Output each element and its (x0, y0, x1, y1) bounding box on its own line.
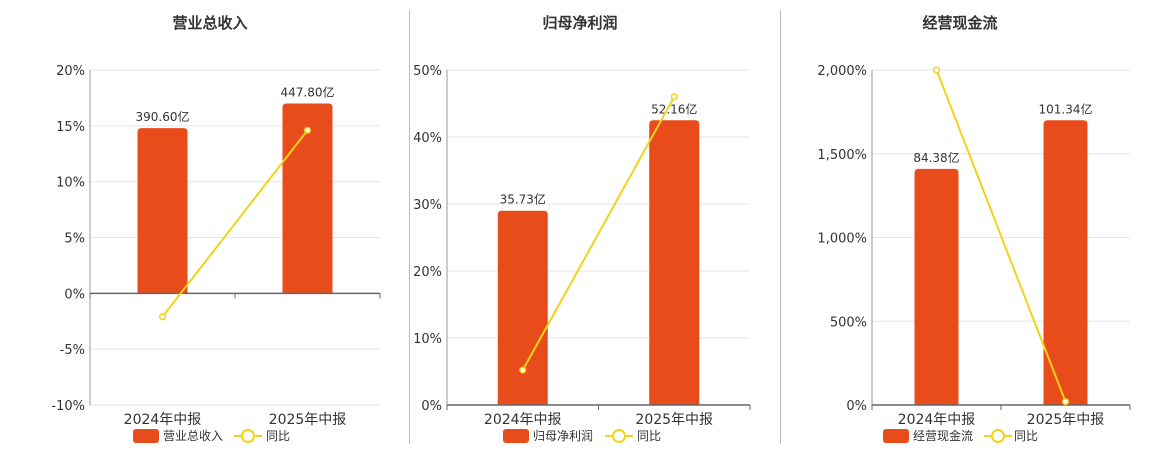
panel-divider (780, 10, 781, 444)
y-tick-label: 500% (830, 315, 867, 330)
bar-data-label: 52.16亿 (651, 101, 697, 116)
y-tick-label: 15% (56, 120, 85, 135)
line-series (521, 96, 676, 371)
bar-data-label: 84.38亿 (913, 150, 959, 165)
chart-panel-net-profit: 归母净利润 50% 40% 30% 20% 10% 0% 35.73亿 52.16亿 2024年中… (400, 0, 780, 450)
legend-line-marker (991, 429, 1005, 443)
bar (649, 120, 700, 405)
bar-data-label: 447.80亿 (281, 85, 335, 100)
legend-line-marker (612, 429, 626, 443)
x-tick-label: 2024年中报 (124, 412, 202, 428)
y-tick-label: 30% (413, 198, 442, 213)
legend-line-marker (241, 429, 255, 443)
line-point (519, 366, 527, 374)
line-series (161, 129, 309, 318)
legend-bar-label: 归母净利润 (533, 429, 593, 443)
line-point (303, 126, 312, 134)
chart-revenue: 营业总收入 20% 15% 10% 5% 0% -5% -10% 390.60亿 447.80亿 2… (51, 14, 381, 443)
y-tick-label: 10% (413, 332, 442, 347)
legend-bar-swatch (503, 429, 529, 443)
y-tick-label: -5% (60, 343, 85, 358)
legend-bar-swatch (133, 429, 159, 443)
y-tick-label: 0% (421, 399, 442, 414)
chart-title: 营业总收入 (172, 14, 247, 32)
line-point (932, 66, 941, 74)
y-tick-label: 0% (846, 399, 867, 414)
y-tick-label: 2,000% (817, 64, 867, 79)
chart-panel-revenue: 营业总收入 20% 15% 10% 5% 0% -5% -10% 390.60亿 447.80亿 2… (0, 0, 400, 450)
x-tick-label: 2025年中报 (1027, 412, 1105, 428)
bar-data-label: 35.73亿 (500, 192, 546, 207)
y-tick-label: 10% (56, 176, 85, 191)
y-tick-label: -10% (51, 399, 85, 414)
bar (497, 210, 548, 405)
legend-bar-label: 营业总收入 (163, 429, 223, 443)
bar (282, 103, 333, 294)
legend-line-label: 同比 (637, 429, 661, 443)
y-tick-label: 5% (64, 232, 85, 247)
bar (1043, 120, 1088, 405)
bar-data-label: 390.60亿 (136, 109, 190, 124)
y-tick-label: 50% (413, 64, 442, 79)
y-tick-label: 0% (64, 287, 85, 302)
chart-net-profit: 归母净利润 50% 40% 30% 20% 10% 0% 35.73亿 52.16亿 2024年中… (413, 14, 751, 443)
line-point (670, 93, 678, 101)
line-series (935, 69, 1067, 403)
x-tick-label: 2024年中报 (898, 412, 976, 428)
bar (137, 128, 188, 294)
chart-title: 归母净利润 (542, 14, 617, 32)
legend-line-label: 同比 (266, 429, 290, 443)
panel-divider (409, 10, 410, 444)
line-point (158, 313, 167, 321)
bar (914, 168, 959, 405)
x-tick-label: 2025年中报 (269, 412, 347, 428)
y-tick-label: 20% (413, 265, 442, 280)
bar-data-label: 101.34亿 (1039, 101, 1093, 116)
chart-cash-flow: 经营现金流 2,000% 1,500% 1,000% 500% 0% 84.38亿 101.3… (817, 14, 1131, 443)
legend-bar-label: 经营现金流 (913, 428, 973, 443)
y-tick-label: 1,000% (817, 232, 867, 247)
chart-panel-cash-flow: 经营现金流 2,000% 1,500% 1,000% 500% 0% 84.38亿 101.3… (780, 0, 1160, 450)
line-point (1061, 398, 1070, 406)
chart-title: 经营现金流 (922, 14, 997, 32)
legend-line-label: 同比 (1014, 429, 1038, 443)
y-tick-label: 1,500% (817, 148, 867, 163)
y-tick-label: 20% (56, 64, 85, 79)
x-tick-label: 2025年中报 (635, 412, 713, 428)
x-tick-label: 2024年中报 (484, 412, 562, 428)
y-tick-label: 40% (413, 131, 442, 146)
legend-bar-swatch (883, 429, 909, 443)
